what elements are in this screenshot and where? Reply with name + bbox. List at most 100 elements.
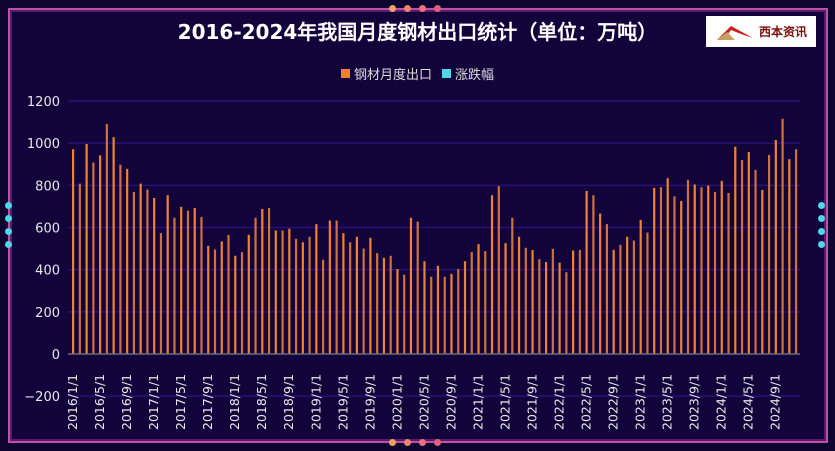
bar (173, 217, 176, 354)
bar (544, 262, 548, 354)
x-tick-label: 2023/1/1 (633, 374, 648, 430)
x-tick-label: 2022/1/1 (552, 374, 567, 430)
bar (254, 217, 257, 354)
x-tick-label: 2020/5/1 (416, 374, 431, 430)
legend-swatch (442, 69, 451, 78)
bar (713, 191, 717, 354)
decor-dot (389, 5, 396, 12)
bar (740, 160, 744, 354)
bar (450, 273, 453, 354)
bar (734, 146, 737, 354)
bar (517, 236, 521, 354)
bar (578, 249, 581, 354)
bar (281, 230, 284, 354)
bar (112, 137, 115, 354)
decor-dot (419, 439, 426, 446)
bar (105, 123, 108, 354)
bar (565, 272, 568, 354)
bar (207, 245, 210, 354)
bar (551, 248, 554, 354)
bar (409, 217, 413, 354)
bar (430, 276, 433, 354)
bar (673, 196, 676, 354)
bar (200, 216, 203, 354)
x-tick-label: 2017/9/1 (200, 374, 215, 430)
bar (322, 259, 325, 354)
bar (747, 152, 750, 354)
decor-dot (818, 202, 825, 209)
decor-dot (5, 241, 12, 248)
bar (349, 242, 352, 354)
bar (396, 269, 399, 354)
x-tick-label: 2016/9/1 (119, 374, 134, 430)
bar (423, 261, 426, 354)
decor-dot (5, 202, 12, 209)
bar (720, 180, 723, 354)
bar (639, 219, 642, 354)
bar (470, 252, 473, 354)
bar (646, 232, 649, 354)
decor-dot (404, 439, 411, 446)
decor-dot (818, 215, 825, 222)
bar (632, 240, 636, 354)
bar (186, 210, 190, 354)
legend-item-change[interactable]: 涨跌幅 (442, 64, 494, 83)
bar (605, 224, 609, 354)
bar (308, 236, 311, 354)
bar (707, 185, 710, 354)
bar (294, 238, 298, 354)
x-tick-label: 2021/5/1 (497, 374, 512, 430)
bar (301, 242, 304, 354)
bar (92, 162, 95, 354)
decor-dot (5, 215, 12, 222)
x-tick-label: 2020/9/1 (443, 374, 458, 430)
bar (457, 269, 460, 354)
bar (146, 189, 149, 354)
bar (416, 221, 419, 354)
bar (227, 234, 230, 354)
bar (436, 265, 440, 354)
bar (524, 247, 527, 354)
bar (511, 217, 514, 354)
y-tick-label: 0 (52, 348, 60, 363)
bar (585, 191, 588, 354)
bar (403, 274, 406, 354)
mountain-logo-icon (716, 25, 753, 40)
x-tick-label: 2017/5/1 (173, 374, 188, 430)
x-tick-label: 2018/1/1 (227, 374, 242, 430)
bar (85, 144, 88, 354)
legend: 钢材月度出口 涨跌幅 (0, 64, 835, 83)
x-tick-label: 2017/1/1 (146, 374, 161, 430)
x-tick-label: 2018/5/1 (254, 374, 269, 430)
bar (342, 233, 345, 354)
bar (693, 184, 696, 354)
bar (99, 155, 102, 354)
x-tick-label: 2016/5/1 (92, 374, 107, 430)
bar (531, 250, 534, 354)
legend-label: 涨跌幅 (455, 68, 495, 83)
legend-label: 钢材月度出口 (353, 68, 432, 83)
legend-item-export[interactable]: 钢材月度出口 (340, 64, 432, 83)
bar (159, 233, 163, 354)
bar (558, 262, 561, 354)
x-tick-label: 2024/9/1 (768, 374, 783, 430)
bar (477, 244, 480, 354)
decor-dot (818, 241, 825, 248)
bar (267, 207, 271, 354)
bar (247, 234, 250, 354)
bar (355, 236, 358, 354)
decor-dot (434, 439, 441, 446)
bar (680, 200, 683, 354)
bar (666, 178, 669, 354)
decor-dot (434, 5, 441, 12)
bar (240, 252, 244, 354)
decor-dot (389, 439, 396, 446)
bar (592, 195, 595, 354)
y-tick-label: 200 (35, 306, 60, 321)
x-tick-label: 2019/9/1 (362, 374, 377, 430)
decor-dot (818, 228, 825, 235)
bar (193, 207, 196, 354)
x-tick-label: 2019/5/1 (335, 374, 350, 430)
bar (490, 195, 494, 354)
